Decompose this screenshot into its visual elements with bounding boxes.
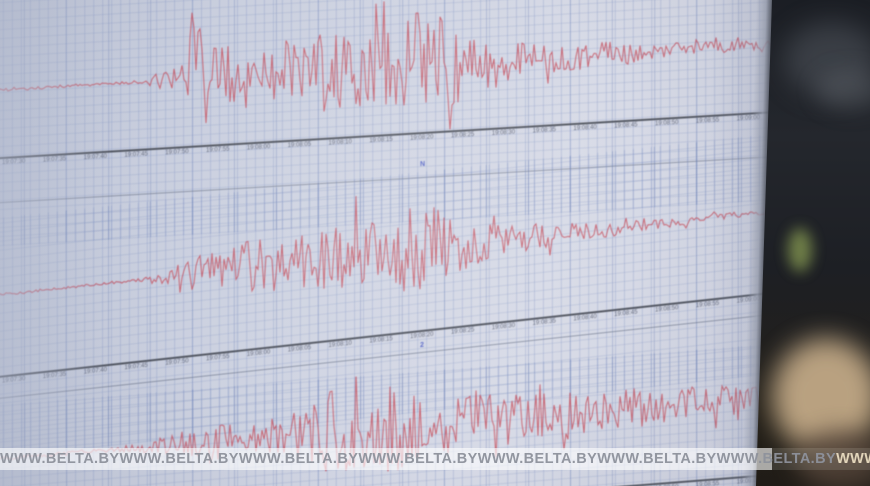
green-background-object [788,228,812,272]
warm-background-shadow [796,430,870,486]
watermark-band-bg-dark [772,448,870,470]
watermark-text: WWW.BELTA.BY [238,451,359,467]
watermark-text: WWW.BELTA.BY [477,451,598,467]
watermark-text: WWW.BELTA.BY [358,451,478,467]
watermark-text: WWW.BELTA.BY [119,451,239,467]
watermark-text: WWW.BELTA.BY [597,451,717,467]
watermark-band-bg [0,448,772,470]
channel-label-2: 2 [420,341,424,350]
watermark-band: WWW.BELTA.BY WWW.BELTA.BY WWW.BELTA.BY WWW.… [0,448,870,470]
tick-label: 19:08:55 [695,480,720,486]
bezel-reflection [816,70,870,110]
watermark-text: WWW.BELTA.BY [836,451,870,467]
monitor-bezel [756,0,870,486]
bezel-reflection [784,22,870,97]
watermark-row: WWW.BELTA.BY WWW.BELTA.BY WWW.BELTA.BY WWW.… [0,448,870,470]
channel-label-1: N [420,160,426,169]
watermark-text: WWW.BELTA.BY [0,451,120,467]
watermark-text: WWW.BELTA.BY [716,451,837,467]
